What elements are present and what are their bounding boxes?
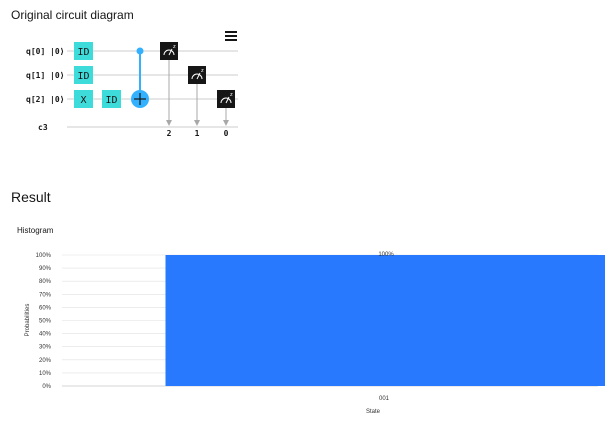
y-axis-label: Probabilities [25, 304, 31, 337]
qubit-label-1: q[1] [26, 71, 45, 80]
id-gate-q0[interactable] [74, 42, 93, 60]
ket-label-2: |0⟩ [50, 95, 64, 104]
measure-arrow [166, 120, 172, 126]
bar-001[interactable] [165, 255, 605, 386]
meter-icon [191, 73, 203, 80]
meter-icon [220, 97, 232, 104]
measure-target-label: 1 [195, 129, 200, 138]
x-gate-q2-label: X [80, 95, 86, 106]
id-gate-q0-label: ID [77, 47, 89, 58]
id-gate-q2-label: ID [105, 95, 117, 106]
y-tick-label: 30% [39, 345, 52, 351]
meter-icon [163, 49, 175, 56]
histogram-label: Histogram [17, 226, 54, 235]
id-gate-q2[interactable] [102, 90, 121, 108]
svg-text:z: z [230, 92, 233, 98]
x-axis-label: State [366, 409, 381, 415]
measure-target-label: 2 [167, 129, 172, 138]
bar-data-label: 100% [378, 252, 394, 258]
y-tick-label: 10% [39, 371, 52, 377]
measure-arrow [194, 120, 200, 126]
y-tick-label: 60% [39, 305, 52, 311]
measure-gate-q2[interactable] [217, 90, 235, 108]
measure-gate-q0[interactable] [160, 42, 178, 60]
y-tick-label: 40% [39, 332, 52, 338]
y-tick-label: 80% [39, 279, 52, 285]
measure-target-label: 0 [224, 129, 229, 138]
svg-text:z: z [201, 68, 204, 74]
x-gate-q2[interactable] [74, 90, 93, 108]
measure-gate-q1[interactable] [188, 66, 206, 84]
menu-icon[interactable] [225, 31, 237, 41]
cnot-control-dot [136, 47, 144, 55]
y-tick-label: 20% [39, 358, 52, 364]
circuit-diagram-title: Original circuit diagram [11, 8, 134, 22]
ket-label-1: |0⟩ [50, 71, 64, 80]
id-gate-q1-label: ID [77, 71, 89, 82]
classical-register-label: c3 [38, 123, 48, 132]
circuit-diagram: q[0] q[1] q[2] |0⟩ |0⟩ |0⟩ c3 ID ID X ID… [26, 42, 238, 138]
measure-arrow [223, 120, 229, 126]
y-tick-label: 50% [39, 319, 52, 325]
svg-text:z: z [173, 44, 176, 50]
x-tick-label: 001 [379, 396, 390, 402]
result-title: Result [11, 189, 51, 205]
qubit-label-0: q[0] [26, 47, 45, 56]
y-tick-label: 100% [36, 253, 52, 259]
id-gate-q1[interactable] [74, 66, 93, 84]
cnot-gate[interactable] [131, 47, 149, 109]
ket-label-0: |0⟩ [50, 47, 64, 56]
y-tick-label: 0% [42, 384, 51, 390]
y-tick-label: 70% [39, 292, 52, 298]
y-tick-label: 90% [39, 266, 52, 272]
qubit-label-2: q[2] [26, 95, 45, 104]
